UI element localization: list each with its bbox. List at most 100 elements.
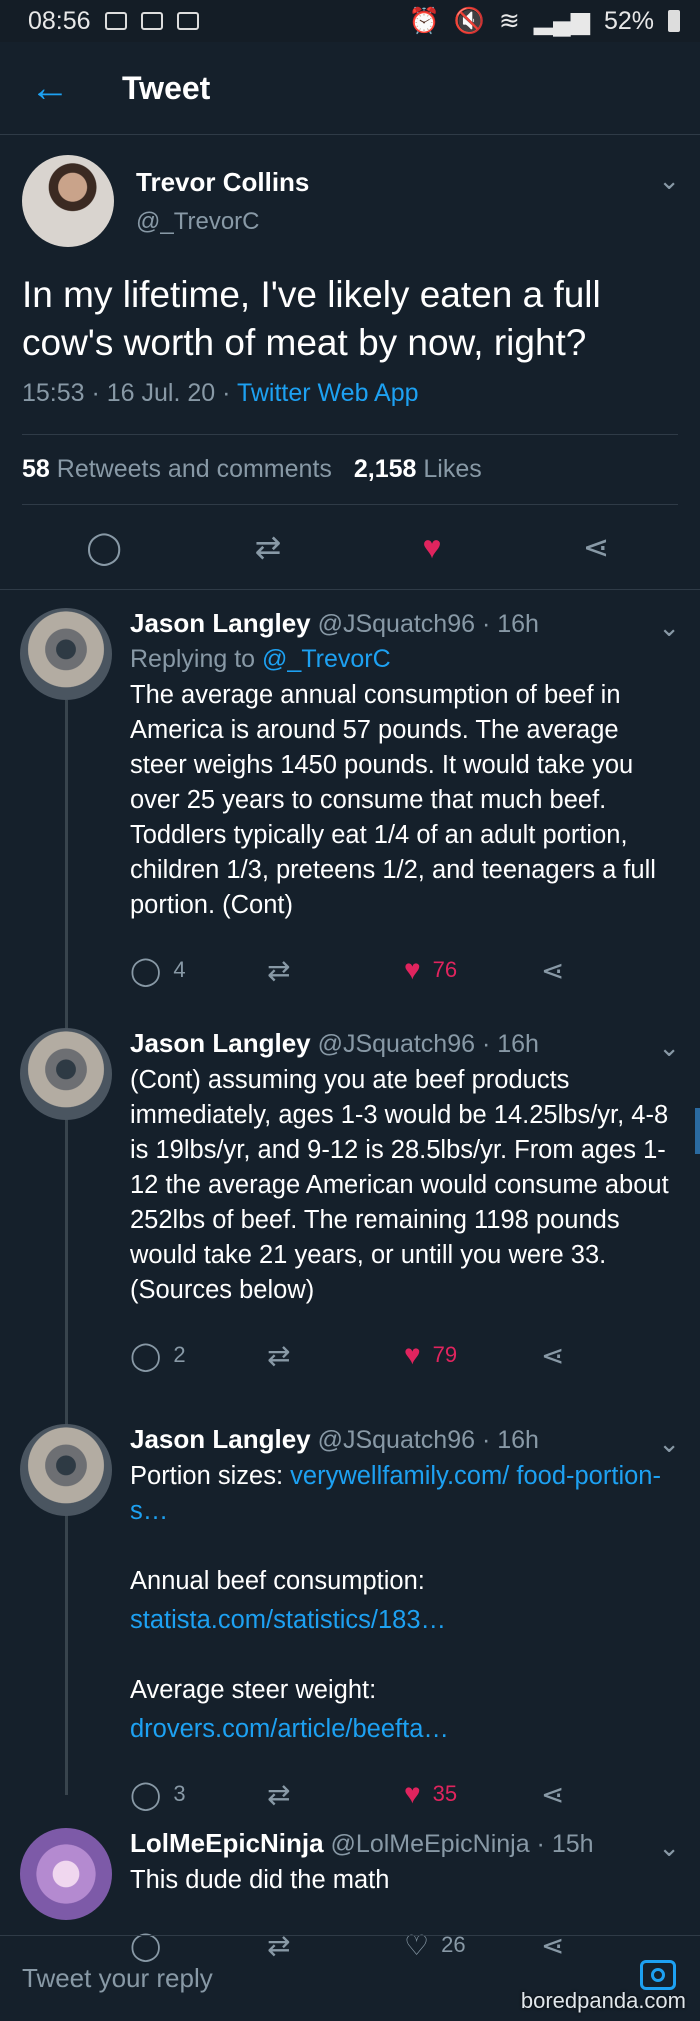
reply-author-name[interactable]: LolMeEpicNinja bbox=[130, 1828, 324, 1858]
camera-icon[interactable] bbox=[640, 1960, 676, 1990]
retweet-icon: ⇄ bbox=[267, 1339, 291, 1371]
avatar[interactable] bbox=[20, 608, 112, 700]
reply-text: Portion sizes: verywellfamily.com/ food-… bbox=[130, 1462, 661, 1525]
reply-actions: ◯ 2 ⇄ ♥ 79 ⋖ bbox=[130, 1330, 678, 1380]
reply-like-button[interactable]: ♥ 35 bbox=[404, 1778, 458, 1809]
retweet-icon[interactable]: ⇄ bbox=[254, 529, 282, 565]
chevron-down-icon[interactable]: ⌄ bbox=[658, 1428, 680, 1458]
reply-actions: ◯ ⇄ ♡ 26 ⋖ bbox=[130, 1920, 678, 1970]
reply-text: The average annual consumption of beef i… bbox=[130, 681, 656, 919]
reply-text: This dude did the math bbox=[130, 1866, 390, 1894]
thread-line bbox=[65, 700, 68, 1795]
reply-header: Jason Langley @JSquatch96 · 16h bbox=[130, 1028, 678, 1059]
reply-comment-button[interactable]: ◯ bbox=[130, 1929, 267, 1962]
watermark: boredpanda.com bbox=[520, 1988, 686, 2013]
back-arrow-icon[interactable]: ← bbox=[30, 66, 70, 110]
reply-tweet[interactable]: ⌄ Jason Langley @JSquatch96 · 16h Replyi… bbox=[0, 590, 700, 1010]
reply-author-meta: @LolMeEpicNinja · 15h bbox=[330, 1830, 594, 1858]
retweets-stat[interactable]: 58 Retweets and comments bbox=[22, 455, 332, 483]
top-bar: ← Tweet bbox=[0, 42, 700, 135]
avatar[interactable] bbox=[22, 155, 114, 247]
battery-icon bbox=[668, 10, 680, 32]
reply-author-name[interactable]: Jason Langley bbox=[130, 608, 311, 638]
reply-composer[interactable]: Tweet your reply bbox=[0, 1935, 700, 2021]
tweet-actions: ◯ ⇄ ♥ ⋖ bbox=[22, 505, 678, 589]
chevron-down-icon[interactable]: ⌄ bbox=[658, 165, 680, 195]
signal-icon: ▂▄▆ bbox=[533, 7, 590, 35]
reply-text: statista.com/statistics/183… bbox=[130, 1603, 678, 1638]
portion-sizes-link[interactable]: verywellfamily.com/ food-portion-s… bbox=[130, 1462, 661, 1525]
reply-tweet[interactable]: ⌄ Jason Langley @JSquatch96 · 16h (Cont)… bbox=[0, 1010, 700, 1406]
chevron-down-icon[interactable]: ⌄ bbox=[658, 1032, 680, 1062]
author-handle[interactable]: @_TrevorC bbox=[136, 207, 260, 235]
reply-author-name[interactable]: Jason Langley bbox=[130, 1028, 311, 1058]
gallery-icon bbox=[140, 12, 163, 30]
weather-icon bbox=[104, 12, 127, 30]
share-icon: ⋖ bbox=[541, 1778, 565, 1810]
reply-author-name[interactable]: Jason Langley bbox=[130, 1424, 311, 1454]
retweet-icon: ⇄ bbox=[267, 1929, 291, 1961]
reply-header: Jason Langley @JSquatch96 · 16h bbox=[130, 1424, 678, 1455]
reply-header: LolMeEpicNinja @LolMeEpicNinja · 15h bbox=[130, 1828, 678, 1859]
avatar[interactable] bbox=[20, 1424, 112, 1516]
reply-author-meta: @JSquatch96 · 16h bbox=[317, 1426, 539, 1454]
comment-icon[interactable]: ◯ bbox=[86, 529, 122, 565]
author-name[interactable]: Trevor Collins bbox=[136, 166, 310, 197]
reply-like-button[interactable]: ♡ 26 bbox=[404, 1929, 466, 1961]
reply-actions: ◯ 4 ⇄ ♥ 76 ⋖ bbox=[130, 945, 678, 995]
reply-tweet[interactable]: ⌄ Jason Langley @JSquatch96 · 16h Portio… bbox=[0, 1406, 700, 1810]
reply-tweet[interactable]: ⌄ LolMeEpicNinja @LolMeEpicNinja · 15h T… bbox=[0, 1810, 700, 1978]
reply-author-meta: @JSquatch96 · 16h bbox=[317, 1030, 539, 1058]
divider bbox=[0, 589, 700, 590]
reply-retweet-button[interactable]: ⇄ bbox=[267, 1929, 404, 1962]
reply-retweet-button[interactable]: ⇄ bbox=[267, 1778, 404, 1811]
reply-retweet-button[interactable]: ⇄ bbox=[267, 1339, 404, 1372]
battery-level: 52% bbox=[603, 6, 654, 35]
likes-stat[interactable]: 2,158 Likes bbox=[353, 455, 482, 483]
reply-text: Annual beef consumption: bbox=[130, 1567, 425, 1595]
status-time: 08:56 bbox=[28, 6, 91, 35]
retweet-icon: ⇄ bbox=[267, 1778, 291, 1810]
like-icon: ♥ bbox=[404, 1339, 421, 1370]
divider bbox=[22, 434, 678, 435]
page-title: Tweet bbox=[122, 69, 211, 106]
replying-to-handle[interactable]: @_TrevorC bbox=[262, 645, 391, 673]
reply-like-button[interactable]: ♥ 79 bbox=[404, 1339, 458, 1370]
status-bar: 08:56 ⏰ 🔇 ≋ ▂▄▆ 52% bbox=[0, 0, 700, 42]
reply-share-button[interactable]: ⋖ bbox=[541, 954, 678, 987]
comment-icon: ◯ bbox=[130, 954, 162, 986]
like-icon[interactable]: ♥ bbox=[422, 528, 442, 565]
chevron-down-icon[interactable]: ⌄ bbox=[658, 1832, 680, 1862]
like-outline-icon: ♡ bbox=[404, 1929, 430, 1961]
retweet-icon: ⇄ bbox=[267, 954, 291, 986]
tweet-text: In my lifetime, I've likely eaten a full… bbox=[22, 274, 601, 363]
main-tweet: ⌄ Trevor Collins @_TrevorC In my lifetim… bbox=[0, 135, 700, 589]
share-icon: ⋖ bbox=[541, 1339, 565, 1371]
chevron-down-icon[interactable]: ⌄ bbox=[658, 612, 680, 642]
calendar-icon bbox=[176, 12, 199, 30]
scrollbar[interactable] bbox=[695, 1108, 700, 1154]
avatar[interactable] bbox=[20, 1828, 112, 1920]
steer-weight-link[interactable]: drovers.com/article/beefta… bbox=[130, 1715, 449, 1743]
replying-to: Replying to @_TrevorC bbox=[130, 645, 391, 673]
tweet-source-link[interactable]: Twitter Web App bbox=[236, 379, 419, 407]
reply-share-button[interactable]: ⋖ bbox=[541, 1778, 678, 1811]
avatar[interactable] bbox=[20, 1028, 112, 1120]
reply-like-button[interactable]: ♥ 76 bbox=[404, 954, 458, 985]
alarm-icon: ⏰ bbox=[408, 6, 440, 35]
reply-header: Jason Langley @JSquatch96 · 16h bbox=[130, 608, 678, 639]
reply-comment-button[interactable]: ◯ 4 bbox=[130, 954, 186, 986]
reply-comment-button[interactable]: ◯ 3 bbox=[130, 1778, 186, 1810]
reply-retweet-button[interactable]: ⇄ bbox=[267, 954, 404, 987]
share-icon[interactable]: ⋖ bbox=[582, 529, 610, 565]
reply-share-button[interactable]: ⋖ bbox=[541, 1929, 678, 1962]
reply-text: drovers.com/article/beefta… bbox=[130, 1712, 678, 1747]
tweet-timestamp: 15:53 · 16 Jul. 20 · bbox=[22, 379, 237, 407]
beef-consumption-link[interactable]: statista.com/statistics/183… bbox=[130, 1606, 447, 1634]
reply-comment-button[interactable]: ◯ 2 bbox=[130, 1339, 186, 1371]
reply-input[interactable]: Tweet your reply bbox=[22, 1963, 213, 1993]
share-icon: ⋖ bbox=[541, 954, 565, 986]
reply-actions: ◯ 3 ⇄ ♥ 35 ⋖ bbox=[130, 1769, 678, 1819]
divider bbox=[22, 504, 678, 505]
reply-share-button[interactable]: ⋖ bbox=[541, 1339, 678, 1372]
